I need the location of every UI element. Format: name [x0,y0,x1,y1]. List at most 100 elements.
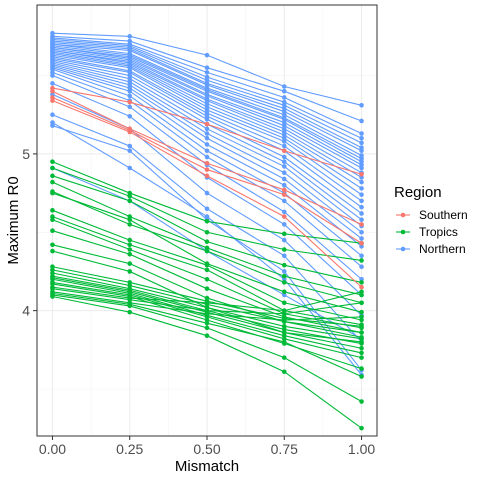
legend-title: Region [394,184,442,201]
data-point [359,103,364,108]
data-point [359,284,364,290]
data-point [281,84,287,89]
data-point [204,52,210,58]
data-point [359,323,364,329]
data-point [127,247,133,252]
data-point [50,248,55,254]
data-point [204,325,210,331]
data-point [281,170,287,175]
data-point [281,139,287,144]
series-southern-1 [50,88,364,227]
series-northern-4 [50,30,364,108]
data-point [281,187,287,193]
data-point [127,99,133,105]
series-tropics-62 [50,292,364,404]
data-point [359,222,364,227]
data-point [50,88,55,94]
data-point [281,182,287,188]
x-axis-title: Mismatch [175,458,239,475]
data-point [359,204,364,210]
data-point [281,280,287,285]
data-point [127,113,133,119]
data-point [359,165,364,171]
data-point [281,253,287,259]
data-point [204,229,210,235]
data-point [50,120,55,125]
data-point [204,333,210,338]
data-point [281,148,287,154]
data-point [281,269,287,274]
data-point [359,179,364,185]
y-tick-label: 5 [22,146,30,162]
data-point [281,247,287,252]
x-tick-label: 0.00 [39,441,66,457]
data-point [359,211,364,216]
x-axis: 0.00 0.25 0.50 0.75 1.00 [39,436,375,457]
legend-label: Northern [419,242,466,256]
data-point [359,300,364,306]
data-point [359,345,364,351]
data-point [204,267,210,273]
data-point [281,154,287,160]
data-point [359,264,364,270]
data-point [50,73,55,78]
data-point [204,262,210,268]
data-point [359,135,364,141]
data-point [359,336,364,342]
data-point [359,280,364,285]
data-point [359,118,364,124]
data-point [127,222,133,227]
data-point [127,251,133,257]
data-point [204,248,210,254]
data-point [281,300,287,306]
data-point [50,242,55,248]
data-point [204,214,210,219]
legend-key-point [400,212,406,218]
data-point [281,198,287,204]
data-point [281,262,287,268]
data-point [359,171,364,177]
data-point [127,198,133,204]
data-point [281,164,287,169]
data-point [359,229,364,235]
data-point [204,121,210,127]
legend-item-northern: Northern [396,242,466,256]
data-point [359,148,364,154]
data-point [359,253,364,259]
legend-label: Tropics [419,225,458,239]
data-point [204,300,210,306]
data-point [127,242,133,248]
data-point [204,135,210,141]
data-point [127,269,133,274]
data-point [359,309,364,315]
data-point [50,112,55,118]
data-point [359,140,364,146]
data-point [50,173,55,179]
data-point [281,355,287,360]
data-point [204,70,210,75]
data-point [359,289,364,295]
x-tick-label: 1.00 [348,441,375,457]
x-tick-label: 0.25 [116,441,143,457]
data-point [204,286,210,291]
data-point [50,228,55,233]
data-point [127,93,133,99]
y-axis-title: Maximum R0 [5,176,22,264]
data-point [204,276,210,282]
series-layer [50,30,364,431]
data-point [359,366,364,371]
data-point [127,193,133,199]
data-point [50,294,55,299]
data-point [281,369,287,375]
data-point [204,311,210,317]
data-point [281,237,287,243]
data-point [50,190,55,196]
data-point [127,217,133,223]
series-tropics-40 [50,173,364,285]
legend-item-southern: Southern [396,208,468,222]
data-point [50,159,55,165]
data-point [204,239,210,244]
data-point [127,309,133,315]
data-point [359,192,364,197]
